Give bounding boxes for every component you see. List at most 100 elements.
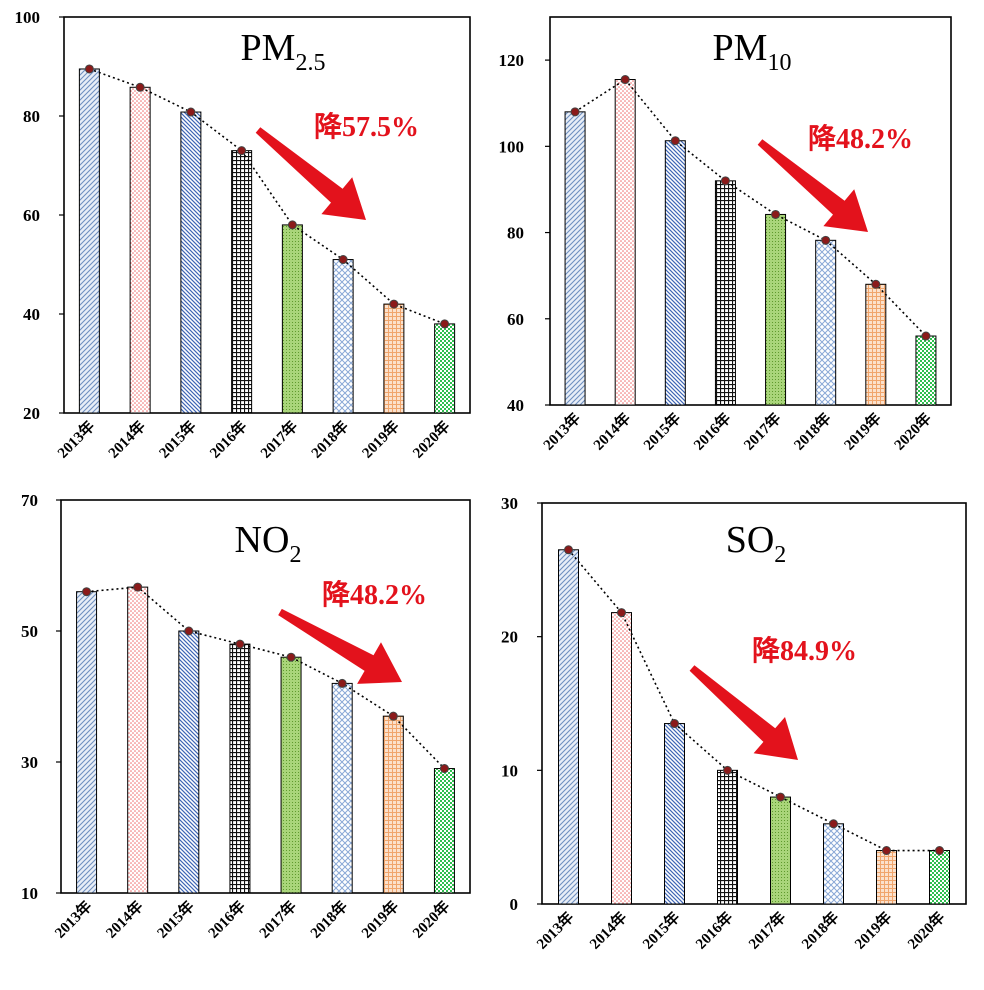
y-tick-label: 80 <box>507 224 524 243</box>
x-tick-label: 2019年 <box>358 417 403 462</box>
y-tick-label: 10 <box>21 884 38 903</box>
chart-panel-3: 0 10 20 30 2013年 2014年 2015年 2016年 2017年 2018年 201… <box>501 494 967 953</box>
bar-2020年 <box>915 335 937 406</box>
data-point <box>776 792 785 802</box>
arrow-down-icon <box>278 608 402 684</box>
arrow-down-icon <box>757 139 868 232</box>
x-tick-label: 2017年 <box>255 897 300 942</box>
data-point <box>771 209 781 219</box>
data-point <box>620 75 630 85</box>
y-tick-label: 60 <box>507 310 524 329</box>
y-tick-label: 30 <box>501 494 518 513</box>
x-tick-label: 2020年 <box>904 908 949 953</box>
x-tick-label: 2014年 <box>589 409 634 454</box>
bar-2017年 <box>765 213 787 406</box>
reduction-annotation: 降84.9% <box>752 635 857 667</box>
data-point <box>882 846 891 856</box>
bar-2019年 <box>383 303 405 414</box>
data-point <box>135 82 145 92</box>
y-tick-label: 120 <box>499 51 525 70</box>
x-tick-label: 2020年 <box>409 897 454 942</box>
data-point <box>337 678 347 688</box>
trend-line <box>567 549 940 852</box>
x-tick-label: 2016年 <box>204 897 249 942</box>
data-point <box>564 545 573 555</box>
bar-2016年 <box>231 150 253 414</box>
data-point <box>821 235 831 245</box>
bar-2016年 <box>714 180 736 406</box>
data-point <box>670 136 680 146</box>
x-tick-label: 2017年 <box>745 908 790 953</box>
data-point <box>186 107 196 117</box>
x-tick-label: 2013年 <box>539 409 584 454</box>
x-tick-label: 2015年 <box>639 908 684 953</box>
trend-line <box>574 78 927 337</box>
y-tick-label: 100 <box>499 137 525 156</box>
bar-2013年 <box>76 591 98 894</box>
y-tick-label: 40 <box>507 396 524 415</box>
reduction-annotation: 降57.5% <box>314 111 419 143</box>
bar-2019年 <box>865 283 887 406</box>
data-point <box>439 764 449 774</box>
data-point <box>935 846 944 856</box>
x-tick-label: 2014年 <box>586 908 631 953</box>
chart-title: NO2 <box>235 519 302 568</box>
bar-2020年 <box>434 323 456 414</box>
bar-2015年 <box>664 723 685 905</box>
reduction-annotation: 降48.2% <box>808 123 913 155</box>
bar-2018年 <box>331 682 353 894</box>
data-point <box>84 64 94 74</box>
bar-2014年 <box>129 86 151 414</box>
bar-2015年 <box>664 140 686 406</box>
data-point <box>617 608 626 618</box>
bar-2013年 <box>564 111 586 406</box>
x-tick-label: 2013年 <box>533 908 578 953</box>
y-tick-label: 30 <box>21 753 38 772</box>
bar-2013年 <box>558 549 579 905</box>
bar-2017年 <box>280 656 302 894</box>
y-tick-label: 10 <box>501 761 518 780</box>
data-point <box>670 719 679 729</box>
plot-frame <box>549 16 952 406</box>
data-point <box>82 587 92 597</box>
plot-frame <box>541 502 967 905</box>
data-point <box>133 582 143 592</box>
x-tick-label: 2015年 <box>640 409 685 454</box>
arrow-down-icon <box>689 665 798 760</box>
x-tick-label: 2016年 <box>692 908 737 953</box>
plot-frame <box>63 16 471 414</box>
data-point <box>723 765 732 775</box>
bar-2020年 <box>929 850 950 905</box>
y-tick-label: 40 <box>23 305 40 324</box>
x-tick-label: 2019年 <box>840 409 885 454</box>
bar-2019年 <box>382 715 404 894</box>
bar-2014年 <box>127 586 149 894</box>
bar-2018年 <box>332 259 354 414</box>
chart-title: PM2.5 <box>241 27 326 76</box>
data-point <box>570 107 580 117</box>
reduction-annotation: 降48.2% <box>322 579 427 611</box>
bar-2014年 <box>611 612 632 905</box>
bar-2016年 <box>717 769 738 905</box>
x-tick-label: 2014年 <box>102 897 147 942</box>
data-point <box>237 146 247 156</box>
bar-2014年 <box>614 79 636 406</box>
bar-2017年 <box>281 224 303 414</box>
data-point <box>829 819 838 829</box>
y-tick-label: 100 <box>15 8 41 27</box>
x-tick-label: 2019年 <box>358 897 403 942</box>
x-tick-label: 2020年 <box>409 417 454 462</box>
plot-frame <box>60 499 471 894</box>
x-tick-label: 2017年 <box>740 409 785 454</box>
data-point <box>440 319 450 329</box>
data-point <box>235 639 245 649</box>
data-point <box>389 299 399 309</box>
x-tick-label: 2018年 <box>798 908 843 953</box>
x-tick-label: 2015年 <box>155 417 200 462</box>
y-tick-label: 60 <box>23 206 40 225</box>
x-tick-label: 2018年 <box>306 897 351 942</box>
